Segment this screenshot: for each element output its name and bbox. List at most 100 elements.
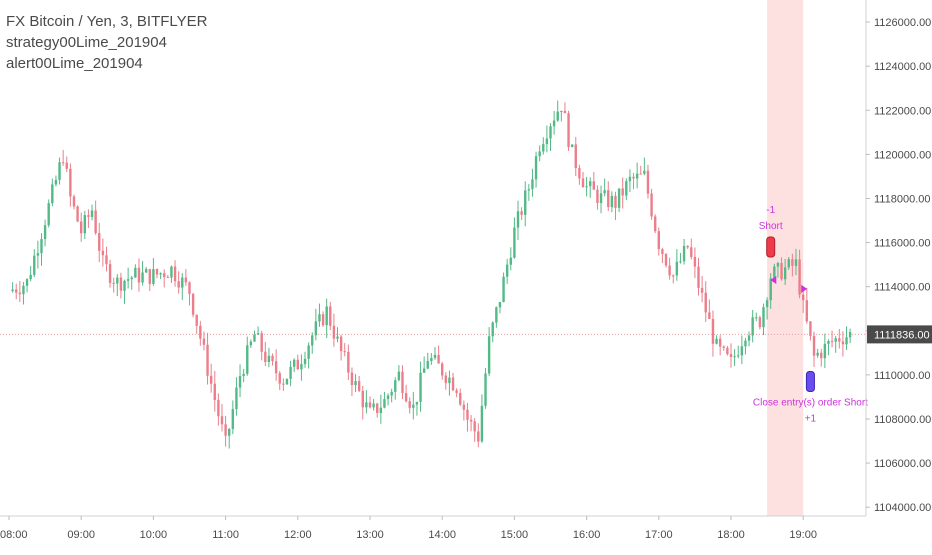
candle[interactable]	[278, 373, 281, 384]
candle[interactable]	[729, 354, 733, 357]
candle[interactable]	[744, 340, 747, 347]
candle[interactable]	[477, 431, 480, 442]
candle[interactable]	[43, 225, 47, 240]
candle[interactable]	[329, 306, 332, 326]
candle[interactable]	[394, 380, 397, 392]
candle[interactable]	[513, 227, 516, 258]
candle[interactable]	[773, 266, 776, 279]
candle[interactable]	[141, 272, 144, 283]
candle[interactable]	[376, 403, 379, 414]
candle[interactable]	[444, 375, 448, 384]
close-order-marker[interactable]	[805, 370, 815, 392]
candle[interactable]	[61, 162, 65, 164]
candle[interactable]	[249, 341, 253, 346]
candle[interactable]	[625, 181, 628, 196]
candle[interactable]	[487, 336, 491, 374]
candles-layer[interactable]	[11, 100, 852, 449]
candle[interactable]	[848, 331, 852, 338]
candle[interactable]	[820, 352, 823, 359]
candle[interactable]	[372, 403, 375, 408]
candle[interactable]	[311, 335, 314, 346]
candle[interactable]	[794, 259, 798, 266]
candle[interactable]	[505, 264, 509, 277]
candle[interactable]	[116, 277, 119, 284]
candle[interactable]	[256, 333, 260, 335]
candle[interactable]	[408, 401, 411, 408]
candle[interactable]	[675, 261, 679, 276]
candle[interactable]	[296, 359, 299, 370]
candle[interactable]	[567, 113, 570, 148]
candle[interactable]	[282, 383, 285, 385]
candle[interactable]	[693, 256, 697, 267]
candle[interactable]	[617, 188, 621, 208]
candle[interactable]	[195, 314, 198, 326]
candle[interactable]	[365, 402, 368, 408]
candle[interactable]	[747, 335, 751, 341]
candle[interactable]	[90, 210, 94, 217]
candle[interactable]	[292, 359, 296, 367]
candle[interactable]	[715, 338, 718, 344]
candle[interactable]	[87, 215, 90, 217]
candle[interactable]	[347, 351, 350, 373]
candle[interactable]	[199, 325, 202, 339]
candle[interactable]	[758, 317, 762, 328]
candle[interactable]	[650, 193, 653, 217]
candle[interactable]	[462, 404, 466, 410]
candle[interactable]	[213, 383, 216, 400]
candle[interactable]	[188, 282, 191, 294]
candle[interactable]	[646, 170, 650, 194]
candle[interactable]	[700, 287, 704, 293]
symbol-title[interactable]: FX Bitcoin / Yen, 3, BITFLYER	[6, 13, 208, 30]
candle[interactable]	[805, 300, 809, 322]
candle[interactable]	[119, 277, 123, 291]
candle[interactable]	[668, 265, 671, 276]
candle[interactable]	[379, 407, 383, 414]
candle[interactable]	[134, 267, 137, 278]
candle[interactable]	[635, 173, 639, 179]
candle[interactable]	[751, 317, 754, 336]
candle[interactable]	[776, 262, 780, 267]
candle[interactable]	[80, 221, 83, 234]
candle[interactable]	[123, 280, 126, 291]
candle[interactable]	[94, 210, 97, 234]
candle[interactable]	[484, 373, 487, 406]
candle[interactable]	[112, 282, 115, 284]
candle[interactable]	[783, 267, 787, 280]
candle[interactable]	[314, 321, 318, 336]
candle[interactable]	[578, 168, 581, 179]
candle[interactable]	[343, 351, 346, 353]
candle[interactable]	[679, 261, 682, 263]
candle[interactable]	[614, 195, 617, 208]
candle[interactable]	[336, 336, 339, 339]
candle[interactable]	[235, 387, 238, 410]
candle[interactable]	[473, 421, 476, 432]
candle[interactable]	[173, 266, 177, 282]
candle[interactable]	[509, 257, 512, 265]
candle[interactable]	[404, 393, 408, 402]
candle[interactable]	[155, 269, 159, 275]
candle[interactable]	[368, 402, 372, 408]
candle[interactable]	[267, 355, 271, 362]
candle[interactable]	[585, 186, 588, 188]
candle[interactable]	[520, 211, 523, 215]
candle[interactable]	[321, 314, 325, 326]
candle[interactable]	[809, 321, 812, 337]
candle[interactable]	[228, 428, 231, 436]
candle[interactable]	[18, 292, 22, 295]
candle[interactable]	[610, 195, 614, 208]
candle[interactable]	[845, 337, 848, 345]
candle[interactable]	[527, 189, 531, 191]
candle[interactable]	[307, 345, 310, 359]
candle[interactable]	[740, 346, 744, 356]
candle[interactable]	[737, 355, 740, 357]
candle[interactable]	[65, 162, 68, 169]
candle[interactable]	[733, 356, 736, 358]
candle[interactable]	[25, 279, 29, 286]
candle[interactable]	[22, 285, 25, 295]
candle[interactable]	[246, 345, 249, 374]
candle[interactable]	[726, 347, 729, 355]
candle[interactable]	[787, 259, 790, 268]
candle[interactable]	[11, 289, 14, 292]
